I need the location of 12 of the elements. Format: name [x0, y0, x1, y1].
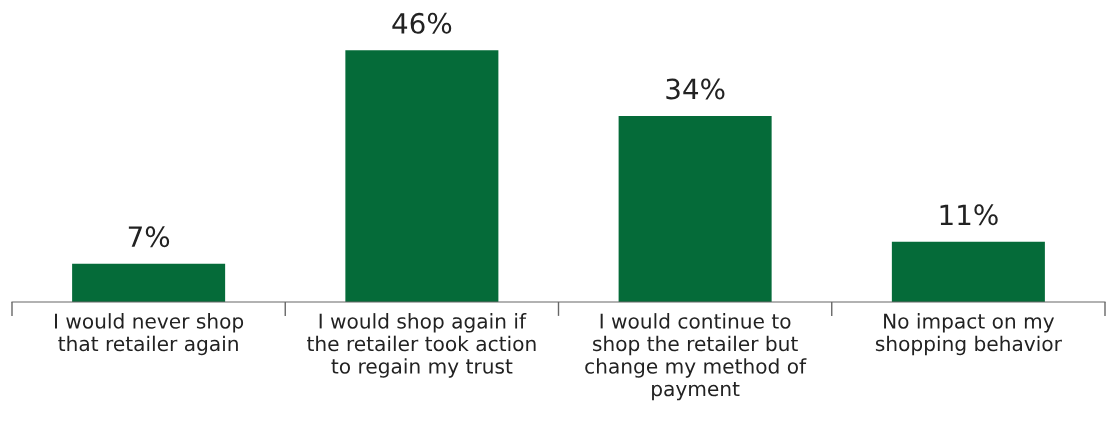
data-label: 11% [940, 204, 998, 226]
x-tick-label: I would never shop that retailer again [55, 313, 244, 356]
x-tick-label: I would shop again if the retailer took action to regain my trust [307, 313, 536, 378]
bar [891, 241, 1045, 302]
data-label: 46% [392, 12, 452, 34]
x-tick-label: I would continue to shop the retailer but change my method of payment [585, 313, 807, 401]
bar [72, 263, 226, 302]
x-tick-label: No impact on my shopping behavior [875, 313, 1062, 356]
data-label: 34% [666, 78, 725, 100]
bar [345, 50, 499, 302]
bar [618, 115, 772, 302]
data-label: 7% [128, 226, 170, 248]
